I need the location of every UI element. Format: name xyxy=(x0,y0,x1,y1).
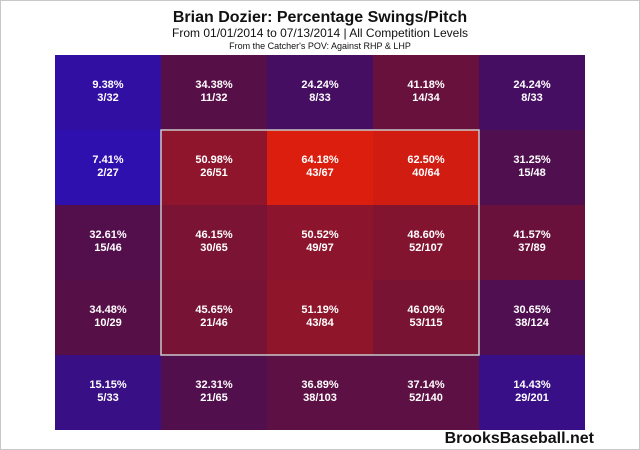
heatmap-cell-r4-c3 xyxy=(373,355,479,430)
heatmap-cell-r4-c0 xyxy=(55,355,161,430)
heatmap-cell-r0-c1 xyxy=(161,55,267,130)
cell-percent-label: 31.25% xyxy=(513,154,551,166)
heatmap-cell-r0-c3 xyxy=(373,55,479,130)
cell-percent-label: 46.09% xyxy=(407,304,445,316)
cell-percent-label: 14.43% xyxy=(513,379,551,391)
cell-percent-label: 50.52% xyxy=(301,229,339,241)
strike-zone-outline xyxy=(160,129,480,356)
cell-count-label: 43/84 xyxy=(306,317,334,329)
cell-count-label: 52/107 xyxy=(409,242,443,254)
cell-count-label: 15/46 xyxy=(94,242,122,254)
heatmap-cell-r1-c4 xyxy=(479,130,585,205)
cell-percent-label: 32.61% xyxy=(89,229,127,241)
heatmap-cell-r3-c3 xyxy=(373,280,479,355)
heatmap-cell-r2-c4 xyxy=(479,205,585,280)
cell-percent-label: 24.24% xyxy=(513,79,551,91)
heatmap-cell-r4-c4 xyxy=(479,355,585,430)
cell-count-label: 29/201 xyxy=(515,392,549,404)
cell-count-label: 8/33 xyxy=(309,92,330,104)
cell-percent-label: 45.65% xyxy=(195,304,233,316)
heatmap-cell-r2-c1 xyxy=(161,205,267,280)
cell-count-label: 52/140 xyxy=(409,392,443,404)
heatmap-cell-r2-c3 xyxy=(373,205,479,280)
cell-percent-label: 50.98% xyxy=(195,154,233,166)
cell-count-label: 21/46 xyxy=(200,317,228,329)
cell-count-label: 2/27 xyxy=(97,167,118,179)
cell-count-label: 38/124 xyxy=(515,317,550,329)
heatmap-cell-r3-c4 xyxy=(479,280,585,355)
heatmap-cell-r1-c3 xyxy=(373,130,479,205)
cell-count-label: 37/89 xyxy=(518,242,546,254)
cell-count-label: 43/67 xyxy=(306,167,334,179)
chart-caption: From the Catcher's POV: Against RHP & LH… xyxy=(229,41,411,51)
cell-count-label: 5/33 xyxy=(97,392,118,404)
cell-count-label: 21/65 xyxy=(200,392,228,404)
cell-count-label: 15/48 xyxy=(518,167,546,179)
cell-percent-label: 48.60% xyxy=(407,229,445,241)
cell-percent-label: 62.50% xyxy=(407,154,445,166)
cell-percent-label: 41.18% xyxy=(407,79,445,91)
cell-percent-label: 41.57% xyxy=(513,229,551,241)
heatmap-cell-r1-c1 xyxy=(161,130,267,205)
cell-percent-label: 34.38% xyxy=(195,79,233,91)
heatmap-cell-r2-c2 xyxy=(267,205,373,280)
cell-count-label: 49/97 xyxy=(306,242,334,254)
heatmap-cell-r4-c2 xyxy=(267,355,373,430)
chart-subtitle: From 01/01/2014 to 07/13/2014 | All Comp… xyxy=(172,26,468,40)
cell-count-label: 53/115 xyxy=(409,317,442,329)
cell-percent-label: 30.65% xyxy=(513,304,551,316)
cell-count-label: 38/103 xyxy=(303,392,337,404)
heatmap-cell-r0-c2 xyxy=(267,55,373,130)
heatmap-cell-r0-c4 xyxy=(479,55,585,130)
cell-count-label: 11/32 xyxy=(201,92,228,104)
cell-count-label: 8/33 xyxy=(521,92,542,104)
cell-percent-label: 24.24% xyxy=(301,79,339,91)
cell-percent-label: 9.38% xyxy=(92,79,123,91)
heatmap-cell-r4-c1 xyxy=(161,355,267,430)
heatmap-cell-r1-c2 xyxy=(267,130,373,205)
cell-percent-label: 7.41% xyxy=(92,154,123,166)
cell-percent-label: 34.48% xyxy=(89,304,127,316)
cell-percent-label: 51.19% xyxy=(301,304,339,316)
cell-count-label: 30/65 xyxy=(200,242,228,254)
cell-count-label: 40/64 xyxy=(412,167,440,179)
cell-percent-label: 32.31% xyxy=(195,379,233,391)
heatmap-cell-r3-c2 xyxy=(267,280,373,355)
cell-percent-label: 37.14% xyxy=(407,379,445,391)
heatmap-cell-r3-c0 xyxy=(55,280,161,355)
cell-percent-label: 64.18% xyxy=(301,154,339,166)
cell-percent-label: 46.15% xyxy=(195,229,233,241)
heatmap-cell-r0-c0 xyxy=(55,55,161,130)
brand-watermark: BrooksBaseball.net xyxy=(444,430,594,447)
cell-count-label: 26/51 xyxy=(200,167,228,179)
cell-percent-label: 36.89% xyxy=(301,379,339,391)
cell-count-label: 10/29 xyxy=(94,317,122,329)
cell-count-label: 3/32 xyxy=(97,92,118,104)
cell-count-label: 14/34 xyxy=(412,92,440,104)
heatmap-cell-r3-c1 xyxy=(161,280,267,355)
heatmap-cell-r1-c0 xyxy=(55,130,161,205)
cell-percent-label: 15.15% xyxy=(89,379,127,391)
heatmap-cell-r2-c0 xyxy=(55,205,161,280)
chart-title: Brian Dozier: Percentage Swings/Pitch xyxy=(172,9,468,26)
